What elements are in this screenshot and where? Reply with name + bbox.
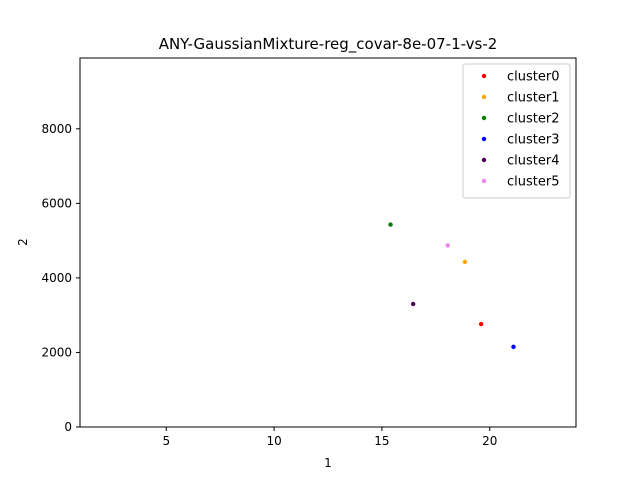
legend: cluster0 cluster1 cluster2 cluster3 cluster4… [462,63,571,199]
y-tick-label: 6000 [41,196,72,210]
y-tick-label: 0 [64,420,72,434]
y-tick-label: 4000 [41,271,72,285]
x-tick-label: 5 [162,434,170,448]
legend-marker-cluster0 [481,73,487,79]
x-tick-label: 20 [482,434,497,448]
data-point-cluster5 [445,243,450,248]
legend-label-cluster4: cluster4 [507,154,559,169]
legend-marker-cluster2 [481,115,487,121]
legend-box [462,63,571,199]
legend-label-cluster2: cluster2 [507,112,559,127]
legend-label-cluster1: cluster1 [507,91,559,106]
legend-marker-cluster1 [481,94,487,100]
data-point-cluster1 [462,259,468,265]
data-point-cluster4 [410,301,416,307]
legend-label-cluster5: cluster5 [507,175,559,190]
data-points [388,222,516,350]
x-tick-label: 15 [374,434,389,448]
legend-marker-cluster5 [481,178,487,184]
x-tick-label: 10 [266,434,281,448]
y-tick-label: 8000 [41,122,72,136]
x-axis-label: 1 [324,456,332,470]
legend-label-cluster3: cluster3 [507,133,559,148]
data-point-cluster2 [388,222,393,227]
y-axis-label: 2 [16,238,30,246]
legend-marker-cluster4 [481,157,487,163]
y-axis: 0 2000 4000 6000 8000 [41,122,80,434]
data-point-cluster3 [511,344,516,350]
data-point-cluster0 [478,321,484,327]
legend-marker-cluster3 [481,136,487,142]
legend-label-cluster0: cluster0 [507,70,559,85]
chart-title: ANY-GaussianMixture-reg_covar-8e-07-1-vs… [159,35,498,54]
y-tick-label: 2000 [41,345,72,359]
x-axis: 5 10 15 20 [162,427,497,448]
